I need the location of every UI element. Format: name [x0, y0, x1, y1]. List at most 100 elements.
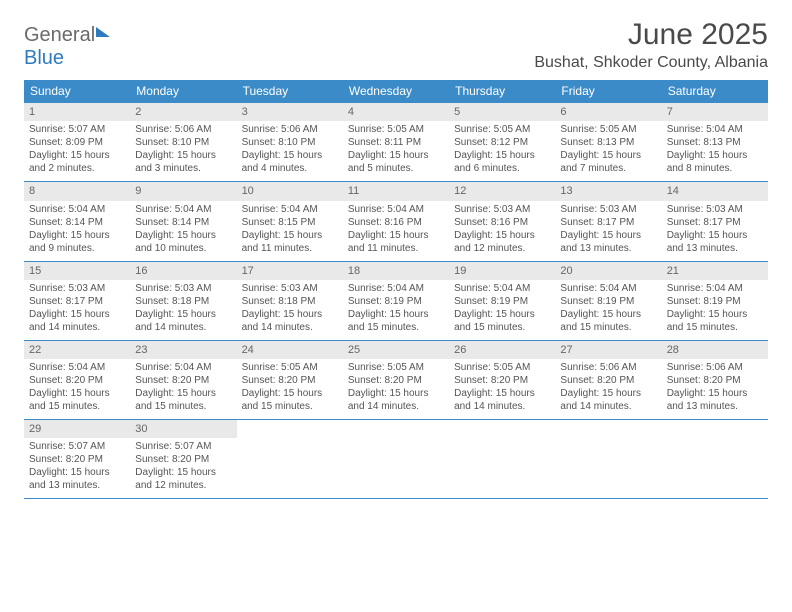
sunrise-text: Sunrise: 5:04 AM [348, 282, 444, 295]
daylight-text: Daylight: 15 hours and 13 minutes. [667, 387, 763, 413]
day-number: 20 [555, 262, 661, 280]
sunrise-text: Sunrise: 5:04 AM [242, 203, 338, 216]
calendar-cell: 15Sunrise: 5:03 AMSunset: 8:17 PMDayligh… [24, 261, 130, 340]
day-number: 25 [343, 341, 449, 359]
calendar-body: 1Sunrise: 5:07 AMSunset: 8:09 PMDaylight… [24, 103, 768, 499]
sunset-text: Sunset: 8:20 PM [135, 453, 231, 466]
daylight-text: Daylight: 15 hours and 14 minutes. [242, 308, 338, 334]
day-number: 30 [130, 420, 236, 438]
calendar-cell: 13Sunrise: 5:03 AMSunset: 8:17 PMDayligh… [555, 182, 661, 261]
sunset-text: Sunset: 8:20 PM [242, 374, 338, 387]
logo-text: General Blue [24, 24, 110, 70]
sunrise-text: Sunrise: 5:04 AM [667, 123, 763, 136]
calendar-cell: 30 Sunrise: 5:07 AMSunset: 8:20 PMDayligh… [130, 420, 236, 499]
day-number: 29 [24, 420, 130, 438]
sunrise-text: Sunrise: 5:07 AM [135, 440, 231, 453]
sunrise-text: Sunrise: 5:04 AM [135, 203, 231, 216]
sunrise-text: Sunrise: 5:03 AM [135, 282, 231, 295]
daylight-text: Daylight: 15 hours and 14 minutes. [135, 308, 231, 334]
sunset-text: Sunset: 8:10 PM [242, 136, 338, 149]
day-number: 22 [24, 341, 130, 359]
daylight-text: Daylight: 15 hours and 14 minutes. [348, 387, 444, 413]
sunset-text: Sunset: 8:16 PM [348, 216, 444, 229]
title-block: June 2025 Bushat, Shkoder County, Albani… [534, 18, 768, 72]
day-number: 4 [343, 103, 449, 121]
calendar-cell: 20Sunrise: 5:04 AMSunset: 8:19 PMDayligh… [555, 261, 661, 340]
day-number: 1 [24, 103, 130, 121]
daylight-text: Daylight: 15 hours and 12 minutes. [454, 229, 550, 255]
sunrise-text: Sunrise: 5:06 AM [667, 361, 763, 374]
sunset-text: Sunset: 8:20 PM [454, 374, 550, 387]
sunrise-text: Sunrise: 5:06 AM [242, 123, 338, 136]
calendar-cell: 7Sunrise: 5:04 AMSunset: 8:13 PMDaylight… [662, 103, 768, 182]
day-number: 8 [24, 182, 130, 200]
day-number: 27 [555, 341, 661, 359]
daylight-text: Daylight: 15 hours and 4 minutes. [242, 149, 338, 175]
sunset-text: Sunset: 8:20 PM [135, 374, 231, 387]
sunrise-text: Sunrise: 5:04 AM [348, 203, 444, 216]
day-number: 6 [555, 103, 661, 121]
sunset-text: Sunset: 8:17 PM [667, 216, 763, 229]
sunset-text: Sunset: 8:20 PM [348, 374, 444, 387]
sunrise-text: Sunrise: 5:03 AM [454, 203, 550, 216]
day-number: 28 [662, 341, 768, 359]
calendar-head: SundayMondayTuesdayWednesdayThursdayFrid… [24, 80, 768, 103]
calendar-cell: 18 Sunrise: 5:04 AMSunset: 8:19 PMDayligh… [343, 261, 449, 340]
daylight-text: Daylight: 15 hours and 13 minutes. [560, 229, 656, 255]
location-text: Bushat, Shkoder County, Albania [534, 54, 768, 72]
day-number: 18 [343, 262, 449, 280]
daylight-text: Daylight: 15 hours and 6 minutes. [454, 149, 550, 175]
calendar-cell: 9Sunrise: 5:04 AMSunset: 8:14 PMDaylight… [130, 182, 236, 261]
sunrise-text: Sunrise: 5:04 AM [135, 361, 231, 374]
logo-word1: General [24, 24, 95, 46]
logo-triangle-icon [96, 27, 110, 37]
day-number: 21 [662, 262, 768, 280]
calendar-cell: 25Sunrise: 5:05 AMSunset: 8:20 PMDayligh… [343, 340, 449, 419]
calendar-cell [555, 420, 661, 499]
day-number: 26 [449, 341, 555, 359]
calendar-cell: 22Sunrise: 5:04 AMSunset: 8:20 PMDayligh… [24, 340, 130, 419]
day-number: 12 [449, 182, 555, 200]
sunrise-text: Sunrise: 5:05 AM [454, 123, 550, 136]
calendar-cell: 3Sunrise: 5:06 AMSunset: 8:10 PMDaylight… [237, 103, 343, 182]
calendar-cell: 16Sunrise: 5:03 AMSunset: 8:18 PMDayligh… [130, 261, 236, 340]
sunset-text: Sunset: 8:18 PM [135, 295, 231, 308]
weekday-header: Wednesday [343, 80, 449, 103]
daylight-text: Daylight: 15 hours and 5 minutes. [348, 149, 444, 175]
calendar-cell: 29Sunrise: 5:07 AMSunset: 8:20 PMDayligh… [24, 420, 130, 499]
daylight-text: Daylight: 15 hours and 15 minutes. [667, 308, 763, 334]
calendar-cell [343, 420, 449, 499]
daylight-text: Daylight: 15 hours and 12 minutes. [135, 466, 231, 492]
daylight-text: Daylight: 15 hours and 7 minutes. [560, 149, 656, 175]
daylight-text: Daylight: 15 hours and 15 minutes. [348, 308, 444, 334]
day-number: 24 [237, 341, 343, 359]
day-number: 13 [555, 182, 661, 200]
calendar-cell [237, 420, 343, 499]
calendar-cell: 8Sunrise: 5:04 AMSunset: 8:14 PMDaylight… [24, 182, 130, 261]
sunrise-text: Sunrise: 5:03 AM [29, 282, 125, 295]
sunrise-text: Sunrise: 5:07 AM [29, 440, 125, 453]
daylight-text: Daylight: 15 hours and 13 minutes. [29, 466, 125, 492]
sunrise-text: Sunrise: 5:04 AM [560, 282, 656, 295]
day-number: 17 [237, 262, 343, 280]
sunset-text: Sunset: 8:19 PM [348, 295, 444, 308]
sunrise-text: Sunrise: 5:03 AM [242, 282, 338, 295]
sunrise-text: Sunrise: 5:05 AM [348, 123, 444, 136]
daylight-text: Daylight: 15 hours and 11 minutes. [348, 229, 444, 255]
calendar-table: SundayMondayTuesdayWednesdayThursdayFrid… [24, 80, 768, 499]
day-number: 2 [130, 103, 236, 121]
sunset-text: Sunset: 8:09 PM [29, 136, 125, 149]
sunrise-text: Sunrise: 5:03 AM [667, 203, 763, 216]
header: General Blue June 2025 Bushat, Shkoder C… [24, 18, 768, 72]
sunrise-text: Sunrise: 5:03 AM [560, 203, 656, 216]
sunset-text: Sunset: 8:20 PM [560, 374, 656, 387]
sunset-text: Sunset: 8:19 PM [454, 295, 550, 308]
daylight-text: Daylight: 15 hours and 2 minutes. [29, 149, 125, 175]
sunset-text: Sunset: 8:13 PM [667, 136, 763, 149]
daylight-text: Daylight: 15 hours and 15 minutes. [560, 308, 656, 334]
daylight-text: Daylight: 15 hours and 14 minutes. [560, 387, 656, 413]
daylight-text: Daylight: 15 hours and 13 minutes. [667, 229, 763, 255]
sunset-text: Sunset: 8:20 PM [29, 374, 125, 387]
daylight-text: Daylight: 15 hours and 9 minutes. [29, 229, 125, 255]
page-title: June 2025 [534, 18, 768, 52]
